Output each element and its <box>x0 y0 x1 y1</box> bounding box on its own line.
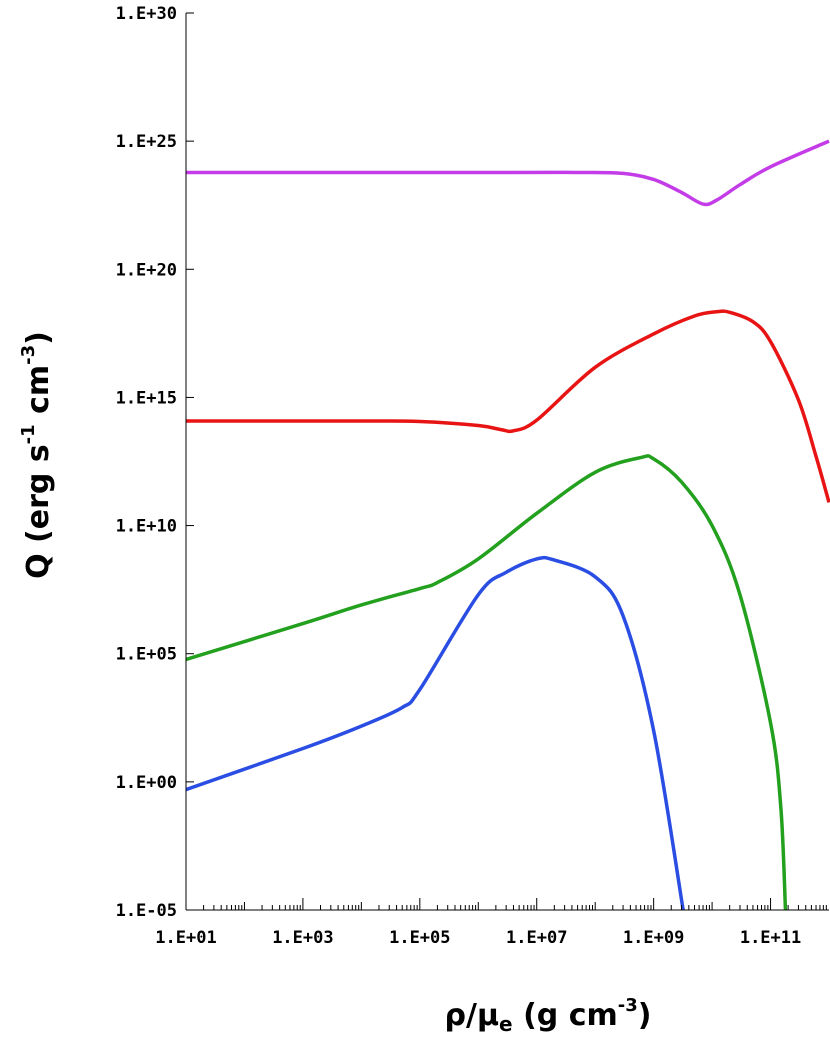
x-axis-label: ρ/μe (g cm-3) <box>445 995 652 1036</box>
y-tick-label: 1.E+00 <box>116 773 177 793</box>
series-layer <box>186 139 830 910</box>
y-tick-label: 1.E+20 <box>116 260 177 280</box>
series-line-2 <box>186 309 830 503</box>
x-tick-label: 1.E+03 <box>272 928 333 948</box>
y-tick-label: 1.E+10 <box>116 517 177 537</box>
y-label-mid: cm <box>21 365 56 425</box>
y-tick-label: 1.E+05 <box>116 645 177 665</box>
y-axis-label: Q (erg s-1 cm-3) <box>18 331 56 579</box>
x-tick-label: 1.E+01 <box>155 928 216 948</box>
x-label-exp: -3 <box>618 995 638 1016</box>
y-label-close: ) <box>21 331 56 345</box>
x-label-close: ) <box>638 998 652 1033</box>
y-label-exp2: -3 <box>18 345 39 365</box>
y-tick-label: 1.E-05 <box>116 901 177 921</box>
x-label-sub: e <box>499 1012 513 1036</box>
y-tick-label: 1.E+30 <box>116 4 177 24</box>
x-label-unit: (g cm <box>513 998 618 1033</box>
x-tick-label: 1.E+11 <box>740 928 801 948</box>
x-tick-label: 1.E+07 <box>506 928 567 948</box>
y-ticks: 1.E-05 1.E+00 1.E+05 1.E+10 1.E+15 1.E+20 1.E+… <box>116 4 194 921</box>
y-label-exp1: -1 <box>18 424 39 444</box>
x-tick-label: 1.E+09 <box>623 928 684 948</box>
y-tick-label: 1.E+15 <box>116 388 177 408</box>
y-label-main: Q (erg s <box>21 444 56 579</box>
x-tick-label: 1.E+05 <box>389 928 450 948</box>
x-ticks: 1.E+01 1.E+03 1.E+05 1.E+07 1.E+09 1.E+11 <box>155 898 827 948</box>
plot-area: 1.E+01 1.E+03 1.E+05 1.E+07 1.E+09 1.E+11 1.E… <box>116 4 830 948</box>
x-label-main: ρ/μ <box>445 998 500 1033</box>
series-line-1 <box>186 139 830 207</box>
series-line-3 <box>186 454 788 910</box>
y-tick-label: 1.E+25 <box>116 132 177 152</box>
series-line-4 <box>186 555 685 910</box>
